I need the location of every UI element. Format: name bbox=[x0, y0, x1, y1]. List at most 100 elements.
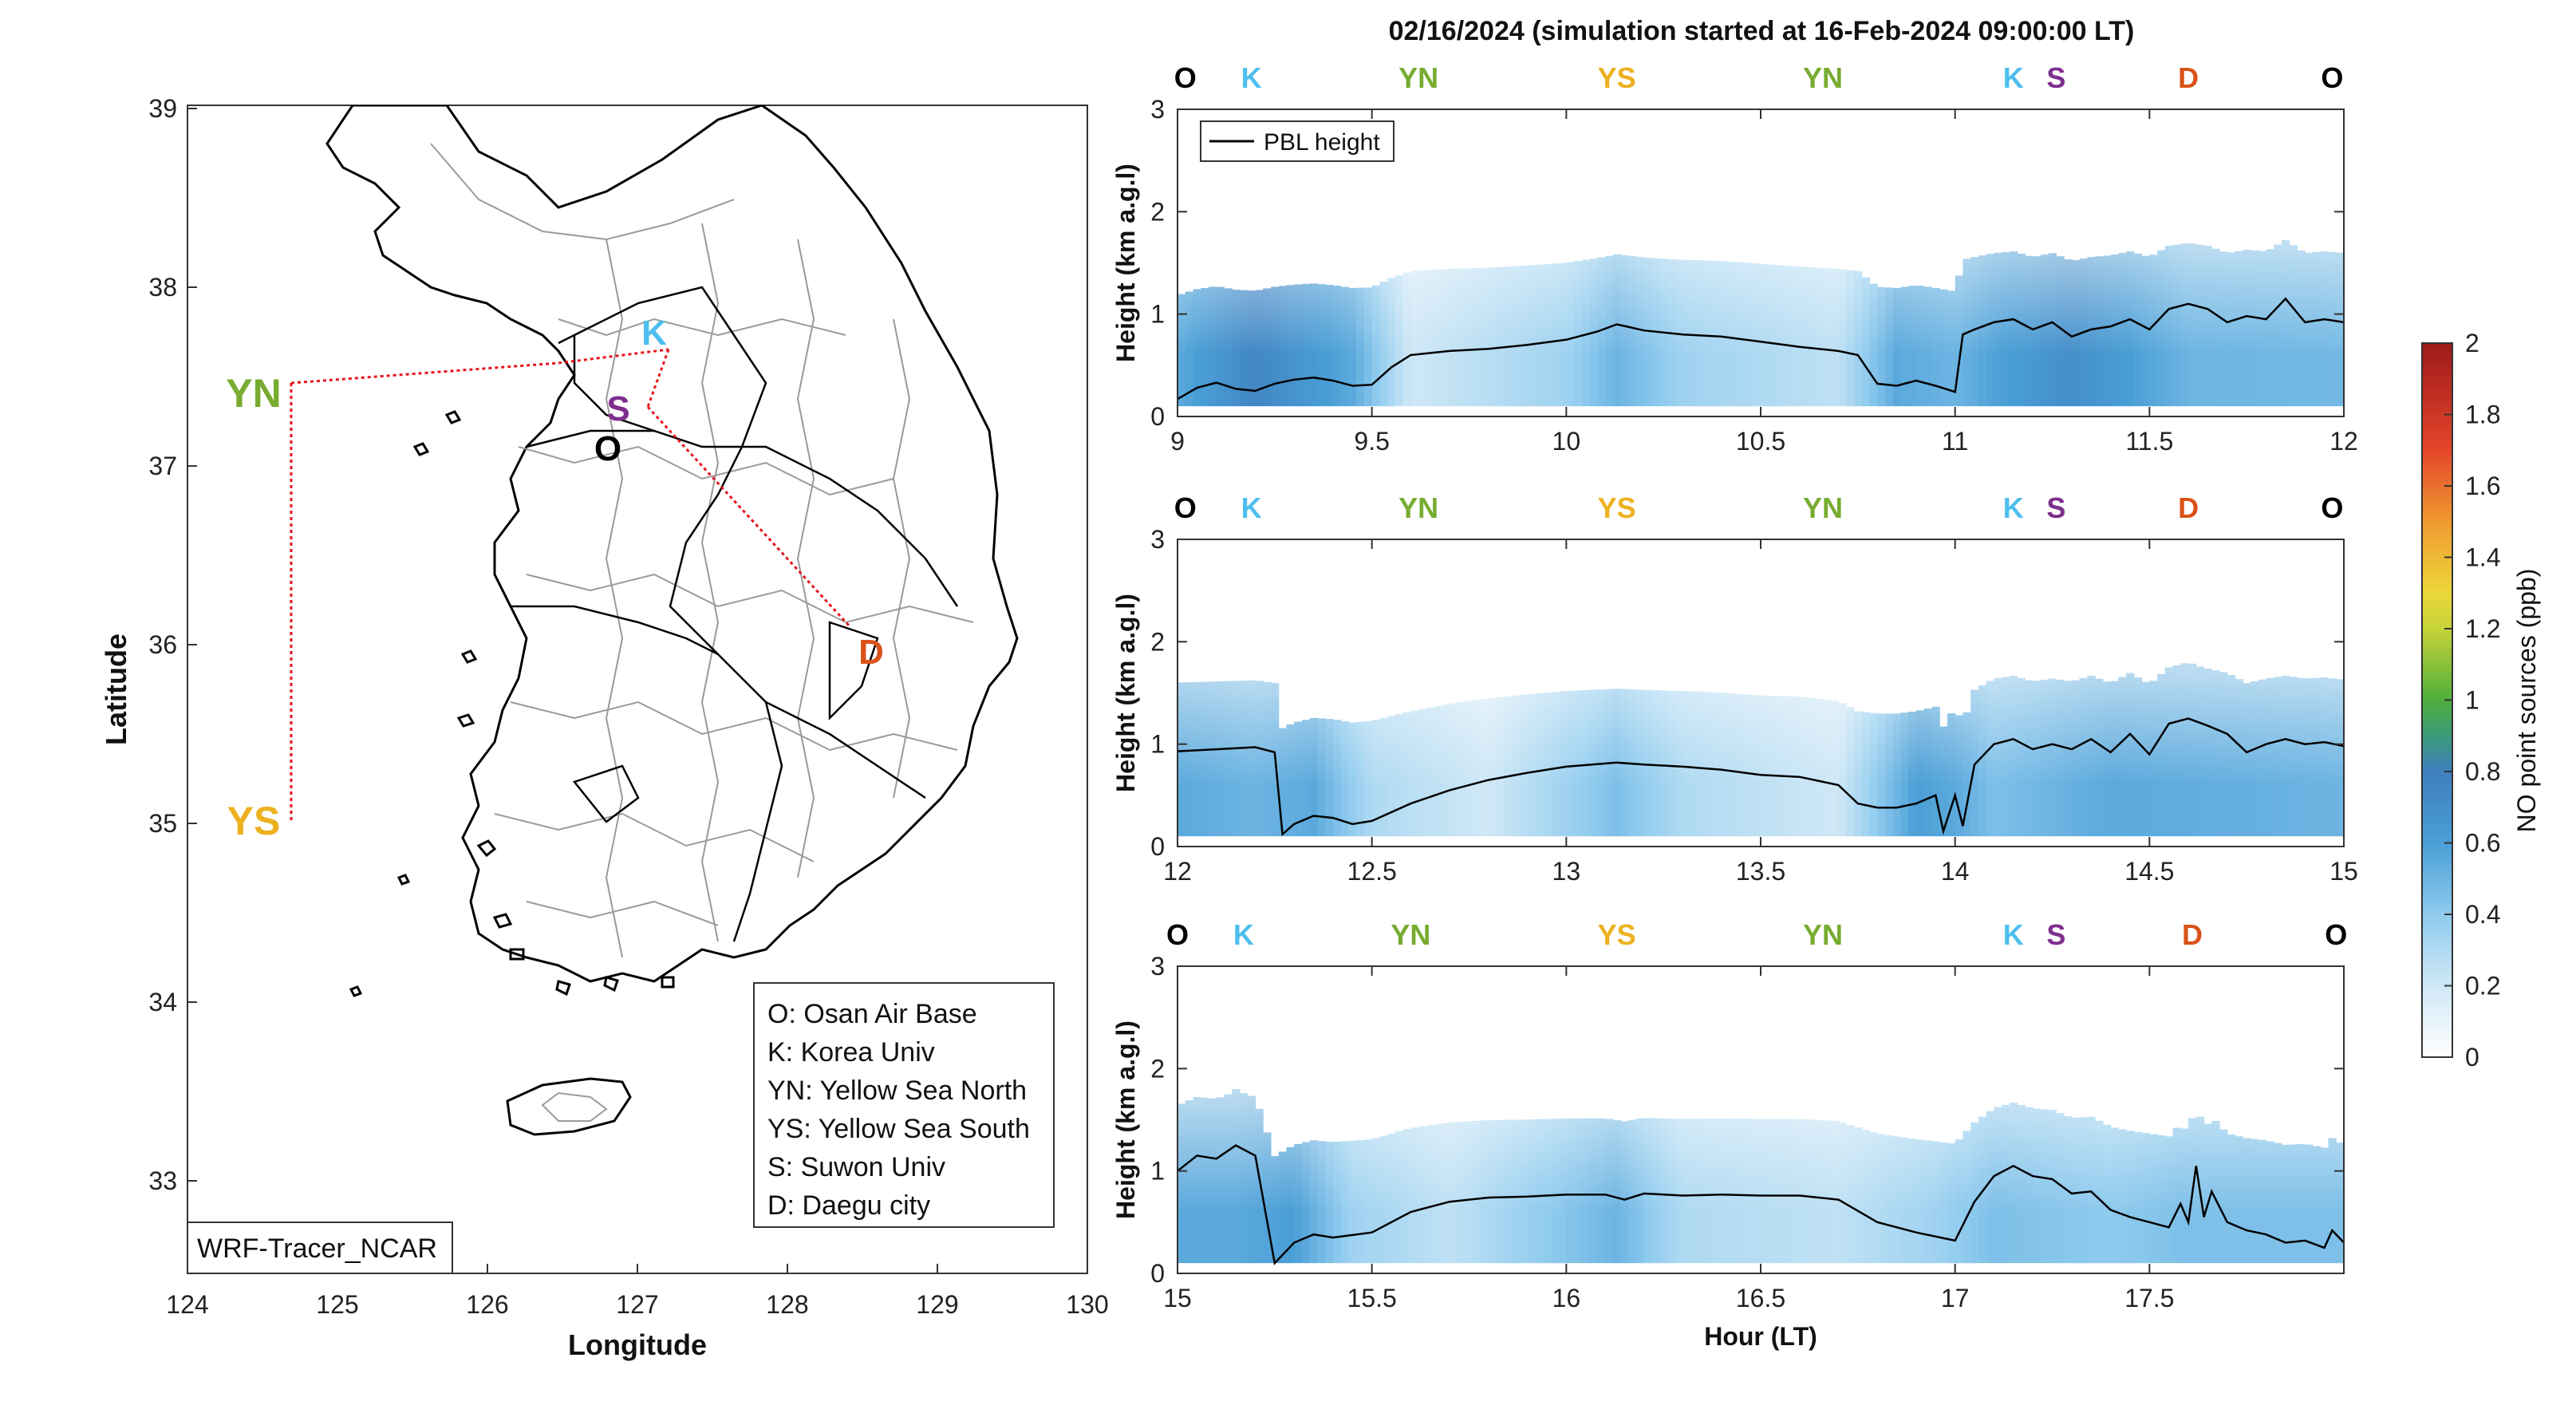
x-tick-label: 17.5 bbox=[2124, 1284, 2174, 1312]
legend-entry: K: Korea Univ bbox=[767, 1037, 935, 1068]
x-tick-label: 10.5 bbox=[1736, 427, 1785, 456]
legend-entry: YS: Yellow Sea South bbox=[767, 1114, 1030, 1144]
y-tick-label: 3 bbox=[1150, 95, 1165, 124]
route-label: S bbox=[2046, 491, 2065, 524]
y-tick-label: 0 bbox=[1150, 832, 1165, 861]
map-xtick-label: 124 bbox=[166, 1290, 208, 1319]
x-tick-label: 11 bbox=[1942, 427, 1968, 456]
route-label: O bbox=[1174, 491, 1197, 524]
route-label: YN bbox=[1803, 61, 1843, 94]
model-watermark: WRF-Tracer_NCAR bbox=[187, 1222, 453, 1274]
map-panel: YN YS K S O D 124 125 126 127 128 129 13… bbox=[100, 94, 1109, 1361]
colorbar-tick-label: 1.4 bbox=[2465, 543, 2500, 572]
map-y-ticks: 39 38 37 36 35 34 33 bbox=[148, 94, 197, 1195]
map-ytick-label: 36 bbox=[148, 630, 177, 659]
colorbar-tick-label: 0.2 bbox=[2465, 972, 2500, 1001]
colorbar-tick-label: 1.6 bbox=[2465, 472, 2500, 500]
route-label: YS bbox=[1598, 918, 1636, 951]
route-label: D bbox=[2178, 491, 2199, 524]
route-label: YS bbox=[1598, 491, 1636, 524]
colorbar-tick-label: 2 bbox=[2465, 329, 2479, 357]
legend-entry: YN: Yellow Sea North bbox=[767, 1076, 1027, 1106]
map-xtick-label: 129 bbox=[916, 1290, 958, 1319]
coastal-islands bbox=[349, 410, 675, 997]
y-tick-label: 2 bbox=[1150, 197, 1165, 226]
route-label: O bbox=[2325, 918, 2347, 951]
x-tick-label: 14 bbox=[1941, 857, 1970, 886]
x-tick-label: 12.5 bbox=[1347, 857, 1397, 886]
x-tick-label: 9 bbox=[1170, 427, 1185, 456]
y-tick-label: 0 bbox=[1150, 402, 1165, 431]
map-xlabel: Longitude bbox=[568, 1328, 707, 1361]
site-label-o: O bbox=[594, 429, 621, 468]
model-watermark-text: WRF-Tracer_NCAR bbox=[197, 1233, 437, 1264]
map-xtick-label: 125 bbox=[316, 1290, 358, 1319]
figure-title: 02/16/2024 (simulation started at 16-Feb… bbox=[1389, 16, 2135, 46]
site-label-d: D bbox=[858, 633, 884, 672]
map-xtick-label: 126 bbox=[466, 1290, 508, 1319]
x-tick-label: 12 bbox=[1163, 857, 1192, 886]
x-tick-label: 15 bbox=[1163, 1284, 1192, 1312]
map-ytick-label: 37 bbox=[148, 452, 177, 480]
colorbar-tick-label: 0.8 bbox=[2465, 757, 2500, 786]
map-site-legend: O: Osan Air Base K: Korea Univ YN: Yello… bbox=[753, 982, 1055, 1228]
pbl-height-line bbox=[1178, 1144, 2344, 1265]
y-tick-label: 3 bbox=[1150, 525, 1165, 554]
x-tick-label: 15.5 bbox=[1347, 1284, 1397, 1312]
map-ytick-label: 35 bbox=[148, 809, 177, 838]
y-tick-label: 3 bbox=[1150, 952, 1165, 981]
colorbar-tick-label: 0.4 bbox=[2465, 900, 2500, 929]
colorbar-tick-label: 0 bbox=[2465, 1043, 2479, 1072]
x-tick-label: 9.5 bbox=[1354, 427, 1389, 456]
route-label: YN bbox=[1398, 61, 1438, 94]
x-tick-label: 16.5 bbox=[1736, 1284, 1785, 1312]
panel-plot-area bbox=[1178, 539, 2344, 847]
fade-overlay bbox=[1178, 539, 2344, 785]
route-label: D bbox=[2178, 61, 2199, 94]
route-line-s-d bbox=[646, 405, 851, 628]
legend-entry: D: Daegu city bbox=[767, 1190, 930, 1221]
map-ytick-label: 38 bbox=[148, 273, 177, 302]
x-tick-label: 13 bbox=[1552, 857, 1581, 886]
legend-entry: S: Suwon Univ bbox=[767, 1152, 945, 1182]
colorbar-ticks: 2 1.8 1.6 1.4 1.2 1 0.8 0.6 0.4 0.2 0 bbox=[2444, 329, 2500, 1072]
province-boundaries bbox=[511, 286, 959, 942]
y-tick-label: 0 bbox=[1150, 1259, 1165, 1288]
route-label: K bbox=[2003, 61, 2024, 94]
y-tick-label: 1 bbox=[1150, 300, 1165, 329]
y-tick-label: 1 bbox=[1150, 1157, 1165, 1186]
map-site-labels: YN YS K S O D bbox=[226, 314, 884, 843]
pbl-legend-label: PBL height bbox=[1264, 129, 1380, 156]
route-label: K bbox=[1233, 918, 1254, 951]
route-label: YN bbox=[1398, 491, 1438, 524]
y-tick-label: 2 bbox=[1150, 1054, 1165, 1083]
map-ytick-label: 33 bbox=[148, 1166, 177, 1195]
route-label: O bbox=[2321, 491, 2343, 524]
legend-entry: O: Osan Air Base bbox=[767, 999, 977, 1029]
map-xtick-label: 128 bbox=[766, 1290, 808, 1319]
map-ytick-label: 39 bbox=[148, 94, 177, 123]
y-tick-label: 1 bbox=[1150, 730, 1165, 759]
route-label: O bbox=[1166, 918, 1189, 951]
fade-overlay bbox=[1178, 966, 2344, 1212]
route-label: O bbox=[1174, 61, 1197, 94]
x-tick-label: 17 bbox=[1941, 1284, 1970, 1312]
colorbar-tick-label: 1 bbox=[2465, 686, 2479, 715]
route-label: K bbox=[1241, 491, 1262, 524]
panel-ylabel: Height (km a.g.l) bbox=[1111, 594, 1140, 792]
colorbar-tick-label: 1.8 bbox=[2465, 401, 2500, 429]
map-route bbox=[290, 348, 851, 820]
pbl-height-line bbox=[1178, 717, 2344, 837]
panel-xlabel: Hour (LT) bbox=[1704, 1322, 1817, 1351]
panel-ylabel: Height (km a.g.l) bbox=[1111, 1020, 1140, 1219]
map-xtick-label: 127 bbox=[616, 1290, 658, 1319]
x-tick-label: 15 bbox=[2329, 857, 2358, 886]
site-label-yn: YN bbox=[226, 371, 281, 416]
x-tick-label: 14.5 bbox=[2124, 857, 2174, 886]
x-tick-label: 11.5 bbox=[2125, 427, 2173, 456]
route-label: S bbox=[2046, 918, 2065, 951]
route-label: K bbox=[2003, 918, 2024, 951]
route-label: K bbox=[1241, 61, 1262, 94]
